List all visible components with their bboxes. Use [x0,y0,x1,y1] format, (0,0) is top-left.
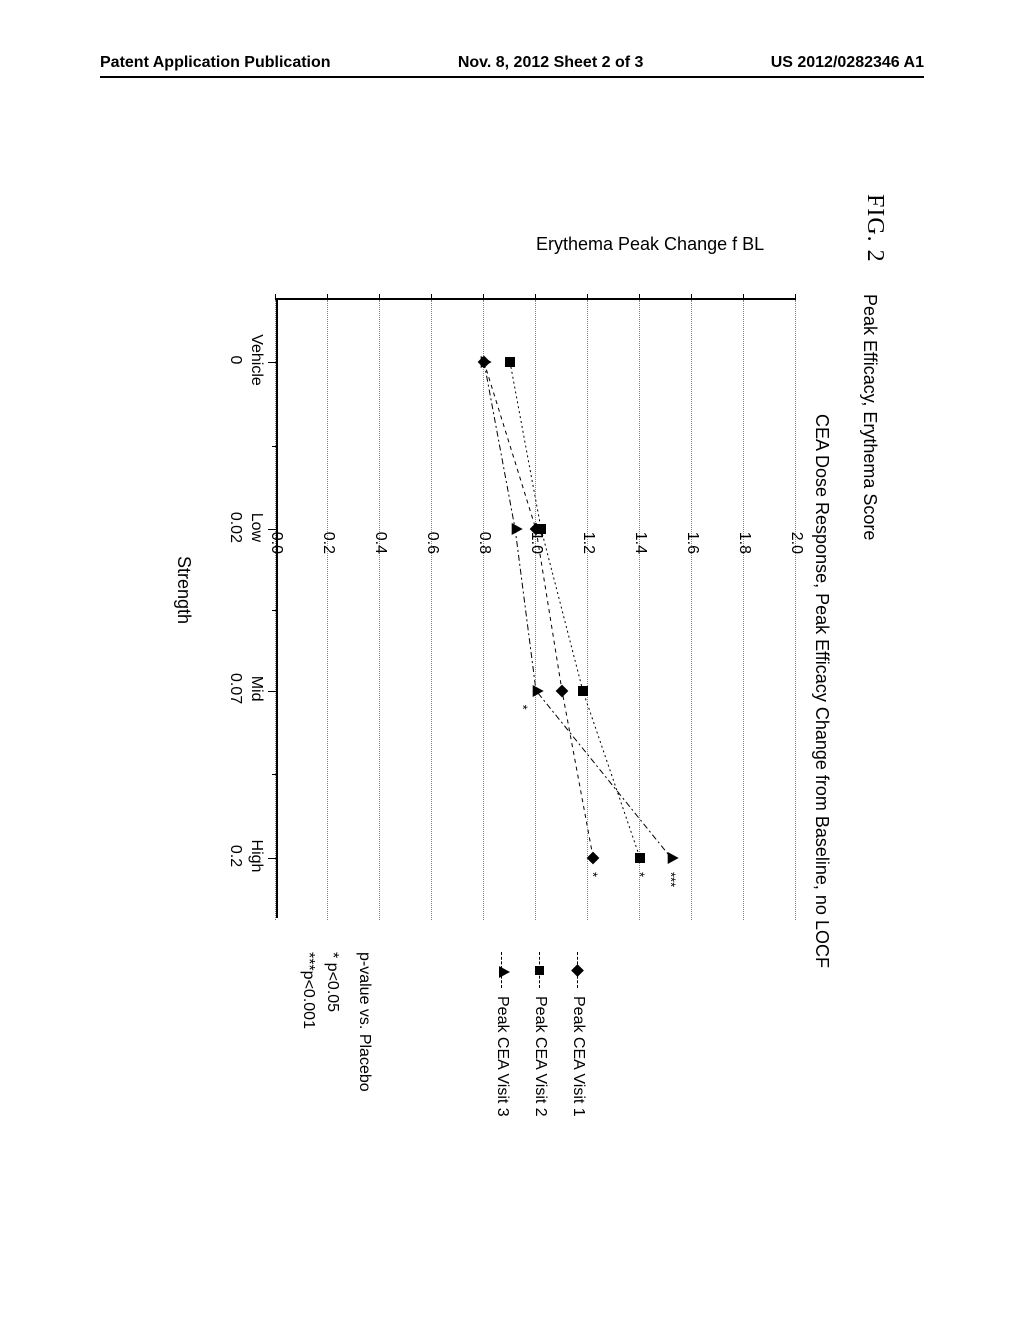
significance-marker: * [516,705,531,710]
figure-caption: Peak Efficacy, Erythema Score [859,294,880,540]
series-line [484,362,593,858]
gridline [379,300,380,920]
ytick-mark [691,294,692,300]
significance-marker: *** [664,872,679,887]
ytick-label: 2.0 [787,504,805,554]
ytick-label: 0.6 [423,504,441,554]
legend-label: Peak CEA Visit 2 [524,996,556,1117]
legend-label: Peak CEA Visit 3 [486,996,518,1117]
gridline [743,300,744,920]
ytick-mark [743,294,744,300]
gridline [639,300,640,920]
x-axis-label: Strength [173,556,194,624]
gridline [535,300,536,920]
legend-marker-icon [572,964,585,977]
xtick-label: Vehicle0 [224,334,266,386]
header-left: Patent Application Publication [100,54,331,72]
legend-label: Peak CEA Visit 1 [562,996,594,1117]
legend-line-icon [578,952,579,988]
ytick-mark [275,294,276,300]
ytick-mark [483,294,484,300]
data-marker [533,685,544,697]
y-axis-label: Erythema Peak Change f BL [536,234,764,255]
figure-container: FIG. 2 Peak Efficacy, Erythema Score CEA… [130,186,894,1186]
ytick-label: 1.2 [579,504,597,554]
significance-marker: * [633,872,648,877]
data-marker [578,686,588,696]
pvalue-title: p-value vs. Placebo [352,952,376,1092]
figure-rotated: FIG. 2 Peak Efficacy, Erythema Score CEA… [130,186,894,1186]
ytick-label: 1.6 [683,504,701,554]
gridline [691,300,692,920]
ytick-mark [639,294,640,300]
ytick-label: 0.0 [267,504,285,554]
chart-title: CEA Dose Response, Peak Efficacy Change … [811,414,832,968]
xtick-minor [272,610,278,611]
ytick-label: 1.8 [735,504,753,554]
legend-item: Peak CEA Visit 1 [562,952,594,1117]
header-rule [100,76,924,78]
data-marker [635,853,645,863]
pvalue-line-1: * p<0.05 [320,952,344,1092]
header-center: Nov. 8, 2012 Sheet 2 of 3 [458,54,644,72]
gridline [431,300,432,920]
legend-line-icon [540,952,541,988]
xtick-mark [268,691,278,692]
ytick-mark [587,294,588,300]
ytick-label: 0.2 [319,504,337,554]
gridline [587,300,588,920]
figure-label: FIG. 2 [861,194,888,263]
data-marker [481,356,492,368]
xtick-minor [272,446,278,447]
ytick-label: 1.0 [527,504,545,554]
pvalue-line-2: ***p<0.001 [296,952,320,1092]
xtick-minor [272,774,278,775]
chart-plot-area: ****** [276,298,796,918]
legend-line-icon [502,952,503,988]
ytick-mark [431,294,432,300]
xtick-label: Mid0.07 [224,673,266,704]
ytick-label: 1.4 [631,504,649,554]
xtick-mark [268,362,278,363]
xtick-label: Low0.02 [224,512,266,543]
data-marker [668,852,679,864]
series-line [484,362,671,858]
ytick-label: 0.4 [371,504,389,554]
gridline [327,300,328,920]
ytick-mark [795,294,796,300]
xtick-label: High0.2 [224,840,266,873]
chart-legend: Peak CEA Visit 1Peak CEA Visit 2Peak CEA… [480,952,594,1117]
series-line [510,362,640,858]
pvalue-note: p-value vs. Placebo * p<0.05 ***p<0.001 [296,952,376,1092]
ytick-mark [379,294,380,300]
data-marker [512,523,523,535]
ytick-label: 0.8 [475,504,493,554]
legend-item: Peak CEA Visit 2 [524,952,556,1117]
header-right: US 2012/0282346 A1 [771,54,924,72]
ytick-mark [327,294,328,300]
gridline [483,300,484,920]
ytick-mark [535,294,536,300]
data-marker [505,357,515,367]
page-header: Patent Application Publication Nov. 8, 2… [0,54,1024,72]
gridline [795,300,796,920]
legend-marker-icon [536,966,545,975]
significance-marker: * [586,872,601,877]
legend-marker-icon [500,966,511,978]
chart-lines [276,300,796,920]
legend-item: Peak CEA Visit 3 [486,952,518,1117]
xtick-mark [268,858,278,859]
